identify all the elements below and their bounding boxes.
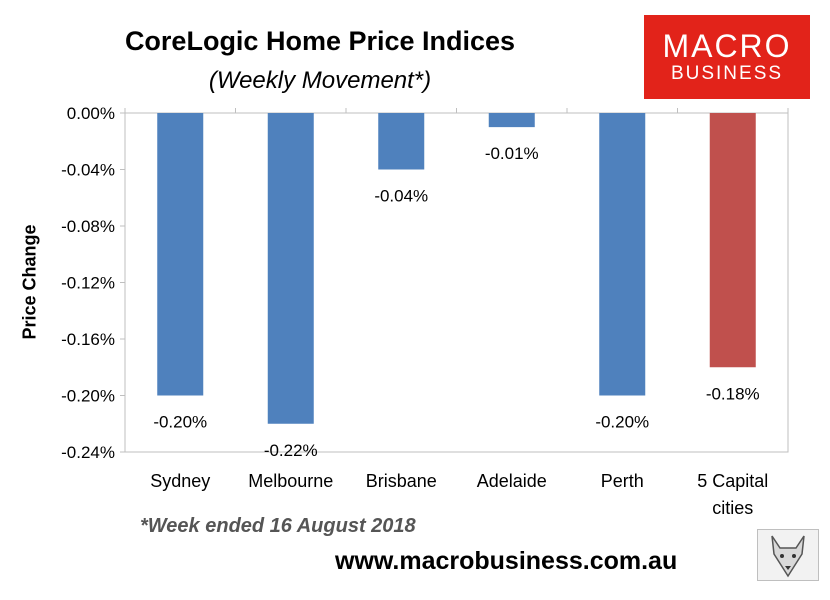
y-tick-label: -0.12% (61, 274, 115, 293)
wolf-logo-icon (757, 529, 819, 581)
x-tick-label: cities (712, 498, 753, 518)
website-url: www.macrobusiness.com.au (335, 547, 678, 575)
logo-line-2: BUSINESS (670, 63, 784, 84)
y-tick-label: -0.08% (61, 217, 115, 236)
y-tick-label: -0.24% (61, 443, 115, 462)
y-tick-label: 0.00% (67, 104, 115, 123)
footnote: *Week ended 16 August 2018 (140, 515, 416, 537)
bar-sydney (157, 113, 204, 396)
x-tick-label: Melbourne (248, 471, 333, 491)
data-label: -0.18% (706, 384, 760, 403)
y-tick-label: -0.04% (61, 161, 115, 180)
bar-adelaide (488, 113, 535, 128)
data-label: -0.22% (264, 441, 318, 460)
bar-perth (599, 113, 646, 396)
x-tick-label: 5 Capital (697, 471, 768, 491)
chart-title: CoreLogic Home Price Indices (124, 26, 516, 56)
y-tick-label: -0.20% (61, 387, 115, 406)
data-label: -0.04% (374, 187, 428, 206)
bar-brisbane (378, 113, 425, 170)
x-tick-label: Adelaide (477, 471, 547, 491)
logo-line-1: MACRO (662, 28, 792, 64)
y-tick-label: -0.16% (61, 330, 115, 349)
bar-melbourne (267, 113, 314, 424)
x-tick-label: Sydney (150, 471, 210, 491)
data-label: -0.20% (153, 413, 207, 432)
x-tick-label: Perth (601, 471, 644, 491)
chart-subtitle: (Weekly Movement*) (208, 67, 432, 94)
bar-5-capital-cities (709, 113, 756, 368)
y-axis-title: Price Change (19, 224, 40, 340)
plot-area-border (124, 112, 789, 453)
data-label: -0.20% (595, 413, 649, 432)
macro-business-logo: MACRO BUSINESS (644, 15, 810, 99)
data-label: -0.01% (485, 144, 539, 163)
x-tick-label: Brisbane (366, 471, 437, 491)
